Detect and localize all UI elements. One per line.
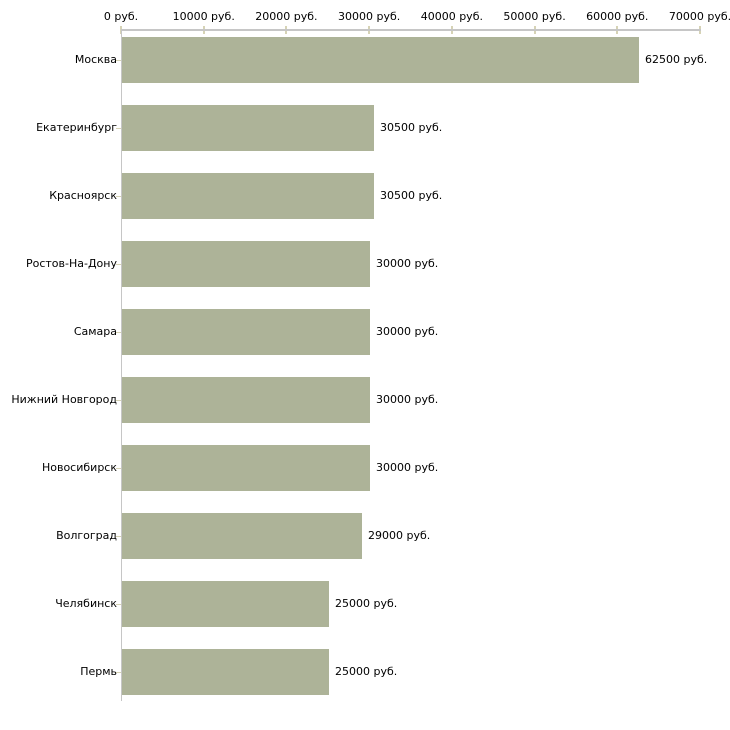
category-label: Пермь bbox=[80, 665, 117, 678]
category-label: Самара bbox=[73, 325, 117, 338]
value-label: 29000 руб. bbox=[368, 529, 431, 542]
category-tick-mark bbox=[116, 196, 121, 197]
category-label: Новосибирск bbox=[41, 461, 117, 474]
category-label: Челябинск bbox=[55, 597, 117, 610]
value-label: 25000 руб. bbox=[335, 597, 398, 610]
value-label: 62500 руб. bbox=[645, 53, 708, 66]
value-label: 25000 руб. bbox=[335, 665, 398, 678]
x-axis-tick-label: 20000 руб. bbox=[255, 10, 318, 23]
x-axis-tick-label: 70000 руб. bbox=[668, 10, 730, 23]
bar bbox=[122, 445, 370, 491]
value-label: 30000 руб. bbox=[376, 393, 439, 406]
category-tick-mark bbox=[116, 264, 121, 265]
category-tick-mark bbox=[116, 536, 121, 537]
x-axis-tick-label: 0 руб. bbox=[103, 10, 139, 23]
value-label: 30000 руб. bbox=[376, 257, 439, 270]
x-axis-tick-label: 50000 руб. bbox=[503, 10, 566, 23]
x-axis-tick-label: 60000 руб. bbox=[586, 10, 649, 23]
category-label: Нижний Новгород bbox=[11, 393, 117, 406]
category-label: Екатеринбург bbox=[36, 121, 117, 134]
category-label: Москва bbox=[74, 53, 117, 66]
x-axis-tick-label: 30000 руб. bbox=[338, 10, 401, 23]
category-label: Волгоград bbox=[56, 529, 117, 542]
bar bbox=[122, 241, 370, 287]
x-axis-line bbox=[121, 29, 701, 31]
bar bbox=[122, 173, 374, 219]
bar bbox=[122, 649, 329, 695]
x-axis-tick-label: 10000 руб. bbox=[172, 10, 235, 23]
category-tick-mark bbox=[116, 604, 121, 605]
category-tick-mark bbox=[116, 128, 121, 129]
bar bbox=[122, 377, 370, 423]
category-label: Красноярск bbox=[49, 189, 117, 202]
value-label: 30000 руб. bbox=[376, 325, 439, 338]
category-tick-mark bbox=[116, 672, 121, 673]
bar bbox=[122, 581, 329, 627]
category-tick-mark bbox=[116, 332, 121, 333]
category-tick-mark bbox=[116, 468, 121, 469]
category-tick-mark bbox=[116, 400, 121, 401]
x-axis-tick-label: 40000 руб. bbox=[420, 10, 483, 23]
value-label: 30500 руб. bbox=[380, 189, 443, 202]
bar bbox=[122, 37, 639, 83]
category-tick-mark bbox=[116, 60, 121, 61]
bar bbox=[122, 105, 374, 151]
y-axis-line bbox=[121, 29, 122, 701]
bar bbox=[122, 309, 370, 355]
bar bbox=[122, 513, 362, 559]
value-label: 30000 руб. bbox=[376, 461, 439, 474]
value-label: 30500 руб. bbox=[380, 121, 443, 134]
category-label: Ростов-На-Дону bbox=[25, 257, 117, 270]
